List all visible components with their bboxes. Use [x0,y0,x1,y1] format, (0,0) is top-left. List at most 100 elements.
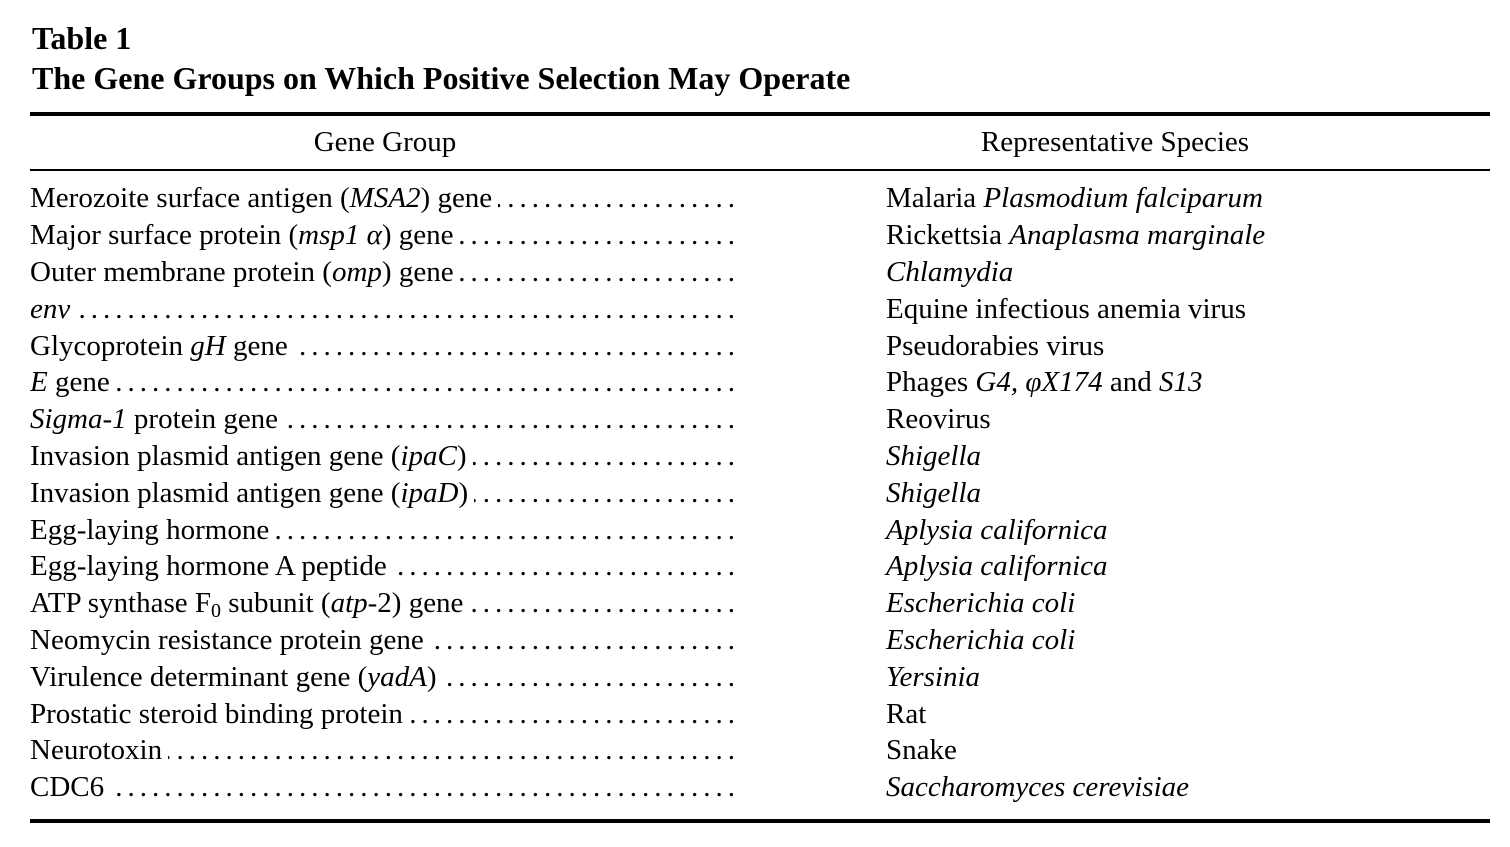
text-segment: MSA2 [349,182,421,215]
species-cell: Malaria Plasmodium falciparum [886,180,1263,216]
text-segment: Major surface protein ( [30,219,299,252]
dot-leader: ........................................… [430,623,740,656]
dot-leader: ........................................… [392,550,740,583]
text-segment: Escherichia coli [886,587,1076,620]
species-cell: Aplysia californica [886,548,1108,584]
text-segment: CDC6 [30,771,105,804]
text-segment: msp1 α [298,219,382,252]
gene-group-text: E gene [30,364,116,400]
table-title: The Gene Groups on Which Positive Select… [32,60,851,96]
table-row: Merozoite surface antigen (MSA2) gene...… [30,180,1490,217]
dot-leader: ........................................… [408,697,740,730]
species-cell: Chlamydia [886,254,1013,290]
text-segment: subunit ( [221,587,331,620]
text-segment: ipaC [400,439,457,472]
table-body: Merozoite surface antigen (MSA2) gene...… [30,180,1490,806]
gene-group-text: Invasion plasmid antigen gene (ipaD) [30,475,474,511]
table-row: Major surface protein (msp1 α) gene.....… [30,217,1490,254]
text-segment: 0 [211,600,221,622]
species-cell: Phages G4, φX174 and S13 [886,364,1203,400]
table-row: E gene..................................… [30,364,1490,401]
text-segment: Saccharomyces cerevisiae [886,771,1190,804]
gene-group-cell: Egg-laying hormone A peptide............… [30,548,740,584]
gene-group-text: Egg-laying hormone A peptide [30,548,393,584]
text-segment: Reovirus [886,403,991,436]
species-cell: Aplysia californica [886,512,1108,548]
gene-group-cell: Prostatic steroid binding protein.......… [30,696,740,732]
dot-leader: ........................................… [168,734,740,767]
text-segment: Aplysia californica [886,550,1108,583]
text-segment: gH [190,329,226,362]
text-segment: ATP synthase F [30,587,211,620]
species-cell: Shigella [886,438,981,474]
gene-group-text: Invasion plasmid antigen gene (ipaC) [30,438,473,474]
table-caption: Table 1 The Gene Groups on Which Positiv… [32,18,850,98]
text-segment: Invasion plasmid antigen gene ( [30,476,401,509]
text-segment: S13 [1159,366,1203,399]
table-row: Invasion plasmid antigen gene (ipaD)....… [30,474,1490,511]
dot-leader: ........................................… [284,403,740,436]
text-segment: ) gene [420,182,493,215]
species-cell: Escherichia coli [886,585,1075,621]
gene-group-text: Virulence determinant gene (yadA) [30,659,443,695]
gene-group-cell: env.....................................… [30,291,740,327]
text-segment: Glycoprotein [30,329,191,362]
dot-leader: ........................................… [460,255,740,288]
dot-leader: ........................................… [474,476,740,509]
column-header-gene-group: Gene Group [313,126,457,158]
text-segment: Chlamydia [886,255,1014,288]
text-segment: ipaD [400,476,459,509]
table-row: Outer membrane protein (omp) gene.......… [30,254,1490,291]
header-rule [30,169,1490,171]
text-segment: gene [225,329,288,362]
text-segment: Rat [886,697,927,730]
text-segment: Equine infectious anemia virus [886,292,1246,325]
text-segment: Phages [886,366,976,399]
text-segment: env [30,292,71,325]
text-segment: and [1102,366,1159,399]
text-segment: Shigella [886,476,982,509]
dot-leader: ........................................… [115,366,740,399]
gene-group-text: Major surface protein (msp1 α) gene [30,217,460,253]
text-segment: E [30,366,48,399]
column-header-representative-species: Representative Species [980,126,1250,158]
gene-group-text: Sigma-1 protein gene [30,401,284,437]
species-cell: Saccharomyces cerevisiae [886,769,1189,805]
text-segment: ) [426,660,437,693]
table-row: Prostatic steroid binding protein.......… [30,695,1490,732]
gene-group-text: Egg-laying hormone [30,512,275,548]
text-segment: G4, φX174 [975,366,1103,399]
text-segment: Sigma-1 [30,403,127,436]
dot-leader: ........................................… [469,587,740,620]
species-cell: Rickettsia Anaplasma marginale [886,217,1265,253]
text-segment: Pseudorabies virus [886,329,1105,362]
bottom-rule [30,819,1490,823]
text-segment: Escherichia coli [886,623,1076,656]
species-cell: Snake [886,732,957,768]
species-cell: Rat [886,696,926,732]
species-cell: Escherichia coli [886,622,1075,658]
text-segment: Merozoite surface antigen ( [30,182,350,215]
top-rule [30,112,1490,116]
gene-group-cell: Invasion plasmid antigen gene (ipaD)....… [30,475,740,511]
gene-group-cell: ATP synthase F0 subunit (atp-2) gene....… [30,585,740,621]
dot-leader: ........................................… [472,439,740,472]
text-segment: Neomycin resistance protein gene [30,623,424,656]
table-row: Sigma-1 protein gene....................… [30,401,1490,438]
table-row: Egg-laying hormone......................… [30,511,1490,548]
gene-group-cell: E gene..................................… [30,364,740,400]
dot-leader: ........................................… [76,292,740,325]
text-segment: Snake [886,734,957,767]
dot-leader: ........................................… [498,182,740,215]
species-cell: Yersinia [886,659,980,695]
table-row: Egg-laying hormone A peptide............… [30,548,1490,585]
gene-group-text: env [30,291,76,327]
gene-group-text: ATP synthase F0 subunit (atp-2) gene [30,585,469,621]
gene-group-text: CDC6 [30,769,110,805]
text-segment: Malaria [886,182,984,215]
text-segment: protein gene [126,403,279,436]
text-segment: Yersinia [886,660,981,693]
dot-leader: ........................................… [293,329,740,362]
gene-group-text: Merozoite surface antigen (MSA2) gene [30,180,498,216]
species-cell: Reovirus [886,401,991,437]
